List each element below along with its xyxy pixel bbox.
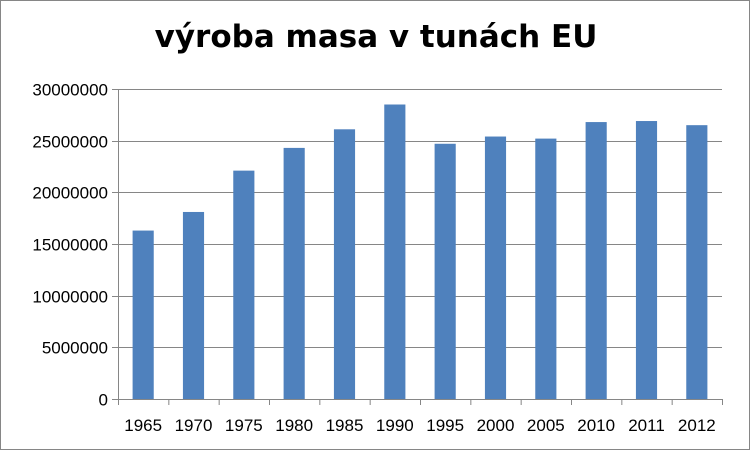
y-tick-label: 5000000 — [42, 339, 108, 358]
bar-1995 — [434, 143, 456, 399]
bar-1975 — [233, 170, 255, 399]
bars — [132, 104, 708, 400]
x-tick-label: 1970 — [175, 416, 213, 435]
y-tick-label: 0 — [99, 391, 108, 410]
x-tick-label: 1965 — [124, 416, 162, 435]
y-tick-label: 25000000 — [32, 133, 108, 152]
chart-title: výroba masa v tunách EU — [154, 19, 598, 55]
y-tick-label: 20000000 — [32, 184, 108, 203]
gridlines — [118, 89, 722, 348]
axes — [112, 89, 723, 405]
y-tick-label: 15000000 — [32, 236, 108, 255]
x-tick-label: 2005 — [527, 416, 565, 435]
x-tick-label: 1995 — [426, 416, 464, 435]
x-tick-label: 1990 — [376, 416, 414, 435]
x-tick-label: 2012 — [678, 416, 716, 435]
y-tick-labels: 0 5000000 10000000 15000000 20000000 25000000… — [32, 81, 108, 410]
bar-1985 — [333, 129, 356, 400]
x-tick-label: 2010 — [577, 416, 615, 435]
x-tick-label: 1985 — [326, 416, 364, 435]
bar-2005 — [535, 138, 557, 399]
bar-1980 — [283, 147, 305, 399]
bar-1990 — [384, 104, 406, 399]
x-tick-label: 2000 — [477, 416, 515, 435]
y-tick-label: 30000000 — [32, 81, 108, 100]
y-tick-label: 10000000 — [32, 288, 108, 307]
x-tick-labels: 1965 1970 1975 1980 1985 1990 1995 2000 2005 2010… — [124, 416, 715, 435]
bar-2000 — [484, 136, 507, 400]
bar-1970 — [182, 211, 205, 399]
x-tick-label: 1980 — [275, 416, 313, 435]
bar-2012 — [686, 125, 708, 400]
bar-2011 — [635, 121, 658, 400]
bar-2010 — [585, 122, 607, 400]
x-tick-label: 2011 — [628, 416, 665, 435]
x-tick-label: 1975 — [225, 416, 263, 435]
bar-1965 — [132, 230, 154, 399]
